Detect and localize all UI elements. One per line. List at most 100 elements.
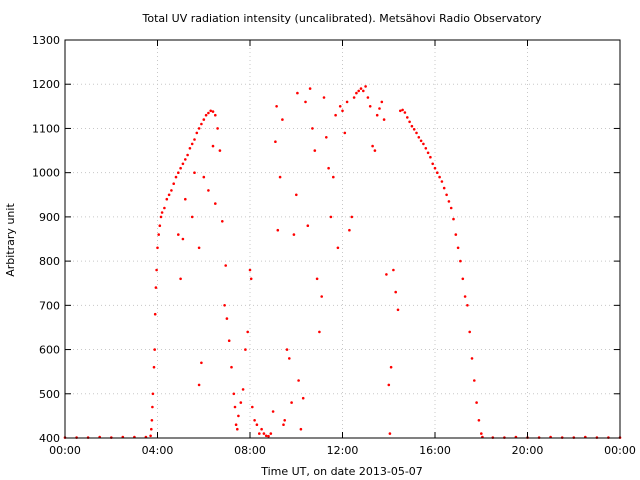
x-tick-label: 08:00	[234, 444, 266, 457]
data-point	[204, 113, 208, 117]
data-point	[426, 151, 430, 155]
data-point	[388, 432, 392, 435]
data-point	[197, 127, 201, 130]
data-point	[211, 110, 215, 113]
data-point	[412, 128, 416, 131]
data-point	[225, 317, 229, 320]
data-point	[466, 304, 469, 307]
data-point	[415, 131, 418, 135]
data-point	[433, 166, 437, 170]
data-point	[334, 113, 337, 117]
data-point	[410, 124, 414, 128]
data-point	[197, 383, 201, 387]
data-point	[440, 180, 444, 183]
data-point	[209, 109, 212, 113]
data-point	[216, 127, 219, 130]
data-point	[255, 423, 259, 427]
y-tick-label: 500	[39, 388, 60, 401]
data-point	[200, 361, 203, 365]
data-point	[436, 171, 439, 174]
data-point	[454, 233, 458, 236]
data-point	[163, 206, 166, 210]
data-point	[311, 127, 314, 130]
data-point	[373, 149, 377, 152]
data-point	[150, 427, 153, 431]
data-point	[403, 111, 407, 114]
data-point	[288, 357, 291, 360]
data-point	[366, 96, 370, 99]
data-point	[325, 136, 328, 139]
data-point	[248, 268, 252, 272]
data-point	[406, 116, 409, 119]
data-point	[179, 277, 182, 281]
data-point	[343, 131, 347, 135]
data-point	[167, 193, 171, 197]
data-point	[424, 147, 428, 150]
data-point	[227, 339, 231, 343]
data-point	[322, 96, 326, 99]
data-point	[150, 419, 154, 422]
data-point	[186, 153, 189, 157]
data-point	[394, 290, 398, 294]
data-point	[290, 401, 293, 404]
data-point	[461, 277, 465, 281]
data-point	[276, 228, 280, 232]
data-point	[282, 423, 285, 427]
data-point	[179, 166, 182, 170]
data-point	[241, 388, 245, 391]
data-point	[218, 149, 222, 152]
data-point	[378, 107, 381, 110]
data-point	[172, 182, 175, 185]
data-point	[445, 193, 448, 197]
data-point	[258, 432, 261, 435]
data-point	[442, 186, 446, 190]
data-point	[419, 139, 423, 143]
data-point	[211, 144, 215, 148]
data-point	[195, 131, 199, 135]
data-point	[230, 365, 233, 369]
data-point	[438, 175, 441, 179]
data-point	[283, 419, 287, 422]
data-point	[184, 158, 187, 161]
data-point	[184, 197, 187, 201]
data-point	[246, 330, 249, 334]
data-point	[207, 189, 210, 192]
data-point	[285, 348, 289, 351]
data-point	[327, 166, 330, 170]
data-point	[336, 246, 340, 250]
data-point	[315, 277, 319, 281]
data-point	[223, 304, 226, 307]
data-point	[221, 220, 224, 223]
data-point	[296, 91, 299, 95]
data-point	[193, 138, 196, 141]
data-point	[234, 423, 238, 427]
data-point	[224, 264, 227, 267]
data-point	[181, 237, 185, 241]
data-point	[387, 383, 391, 387]
data-point	[338, 105, 342, 108]
data-point	[355, 91, 358, 95]
y-tick-label: 700	[39, 299, 60, 312]
data-points	[63, 85, 622, 439]
data-point	[214, 113, 217, 117]
x-axis-label: Time UT, on date 2013-05-07	[260, 465, 423, 478]
data-point	[260, 427, 263, 431]
data-point	[190, 142, 194, 146]
data-point	[190, 215, 194, 219]
data-point	[301, 396, 305, 400]
data-point	[368, 105, 372, 108]
data-point	[371, 144, 374, 148]
x-tick-label: 20:00	[512, 444, 544, 457]
data-point	[332, 175, 335, 179]
data-point	[244, 348, 247, 351]
data-point	[362, 89, 365, 93]
data-point	[470, 357, 474, 360]
data-point	[214, 202, 217, 205]
data-point	[389, 365, 393, 369]
data-point	[350, 215, 354, 219]
data-point	[456, 246, 460, 250]
data-point	[449, 206, 453, 210]
data-point	[468, 330, 472, 334]
data-point	[251, 405, 254, 409]
y-tick-label: 1200	[32, 78, 60, 91]
